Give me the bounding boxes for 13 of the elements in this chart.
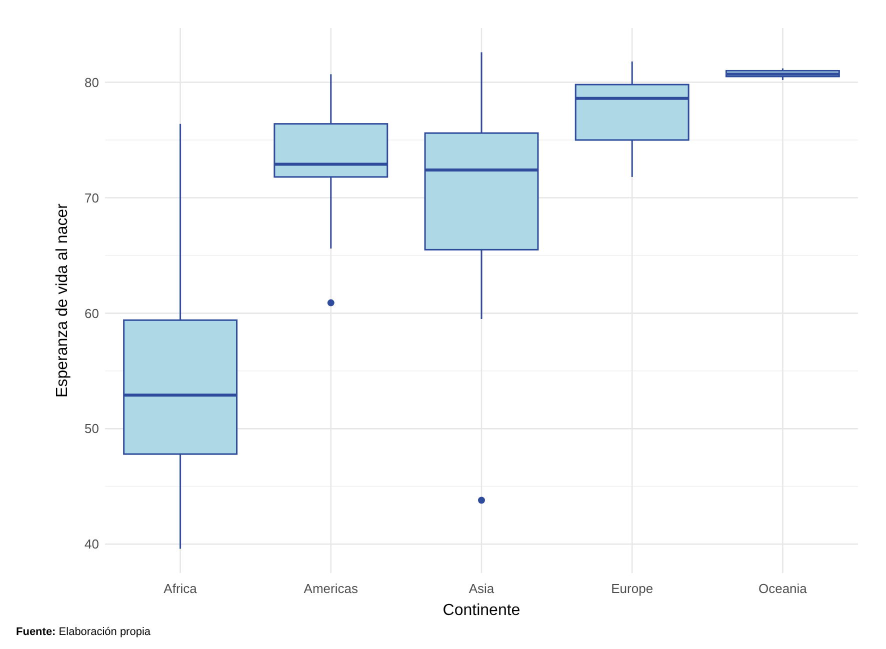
y-tick-label: 60 — [84, 306, 99, 321]
y-tick-label: 80 — [84, 74, 99, 90]
x-tick-label: Europe — [611, 581, 654, 596]
x-axis-title: Continente — [442, 602, 520, 619]
source-note: Fuente: Elaboración propia — [16, 626, 152, 638]
x-tick-label: Asia — [468, 581, 495, 596]
y-tick-label: 40 — [84, 536, 99, 552]
y-axis-title: Esperanza de vida al nacer — [54, 202, 71, 398]
y-tick-label: 50 — [84, 421, 99, 436]
x-tick-label: Americas — [304, 581, 358, 596]
y-tick-label: 70 — [84, 190, 99, 206]
x-tick-label: Oceania — [758, 581, 808, 596]
x-tick-label: Africa — [164, 581, 198, 596]
